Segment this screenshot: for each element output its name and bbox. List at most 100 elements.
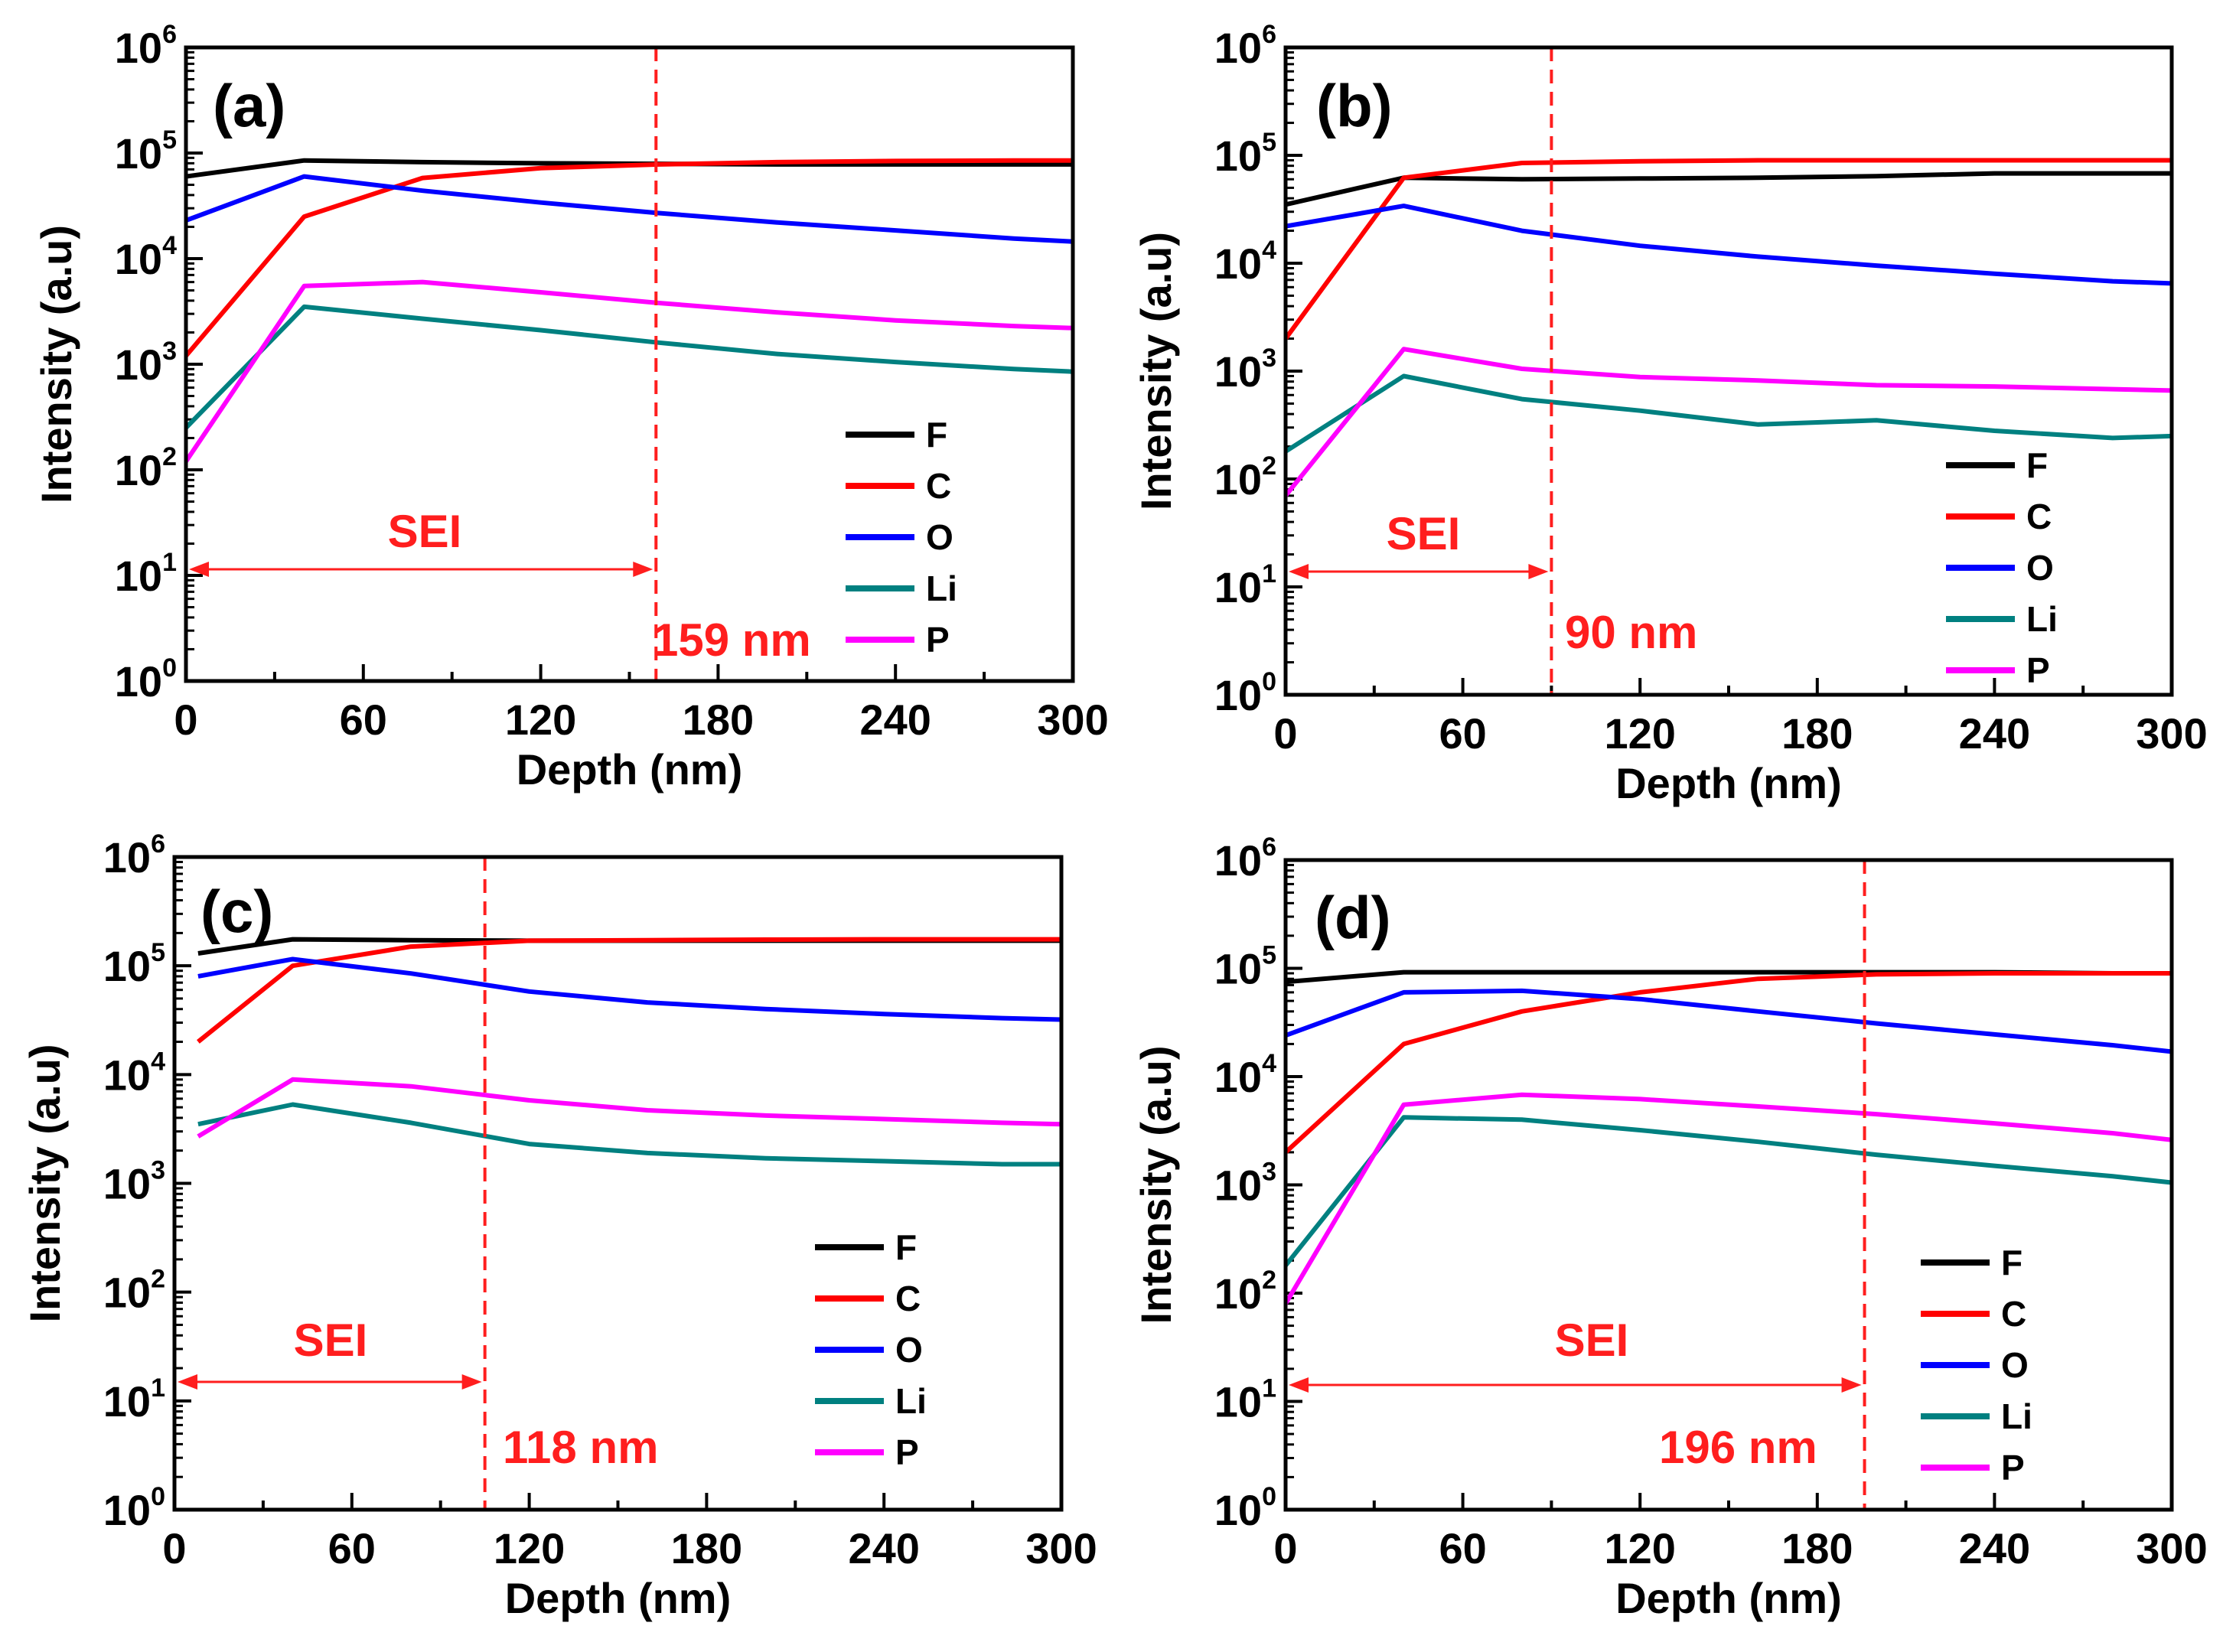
y-tick-label: 105 xyxy=(115,125,177,178)
sei-depth-label: 196 nm xyxy=(1659,1422,1817,1473)
x-tick-label: 180 xyxy=(671,1524,742,1572)
y-tick-label: 102 xyxy=(103,1265,165,1317)
y-tick-label: 105 xyxy=(1214,941,1276,993)
x-axis-title: Depth (nm) xyxy=(1615,1574,1842,1622)
x-tick-label: 60 xyxy=(1439,709,1486,758)
y-tick-label: 101 xyxy=(1214,559,1276,611)
sei-label: SEI xyxy=(294,1315,368,1366)
y-tick-label: 106 xyxy=(1214,20,1276,72)
sei-label: SEI xyxy=(388,506,462,557)
y-tick-label: 103 xyxy=(115,337,177,389)
chart-panel-3: 0 60 120 180 240 300 100 101 102 103 104 105 106 Dept… xyxy=(1132,833,2208,1622)
y-axis-title: Intensity (a.u) xyxy=(32,225,80,503)
x-tick-label: 300 xyxy=(2136,709,2207,758)
x-tick-label: 180 xyxy=(683,696,754,744)
y-tick-label: 104 xyxy=(1214,236,1276,288)
x-tick-label: 0 xyxy=(162,1524,186,1572)
x-tick-label: 240 xyxy=(848,1524,919,1572)
y-axis-title: Intensity (a.u) xyxy=(21,1044,69,1322)
legend-label-C: C xyxy=(926,466,951,506)
x-tick-label: 300 xyxy=(1037,696,1108,744)
series-line-P xyxy=(1286,1092,2172,1305)
legend: FCO Li P xyxy=(1921,1243,2032,1487)
sei-arrow-head-right xyxy=(461,1374,482,1390)
y-tick-label: 103 xyxy=(1214,1158,1276,1210)
sei-arrow-head-right xyxy=(633,562,654,577)
y-tick-label: 102 xyxy=(115,442,177,494)
plot-frame xyxy=(1283,45,2174,697)
legend-label-O: O xyxy=(2026,548,2054,588)
legend-label-C: C xyxy=(895,1279,921,1318)
sei-arrow-head-left xyxy=(1289,1377,1309,1393)
series-line-P xyxy=(1286,347,2172,497)
chart-panel-0: 0 60 120 180 240 300 100 101 102 103 104 105 106 Dept… xyxy=(32,20,1109,793)
y-tick-label: 100 xyxy=(1214,1482,1276,1534)
sei-arrow-head-left xyxy=(1289,564,1309,579)
y-tick-label: 106 xyxy=(1214,833,1276,885)
series-line-P xyxy=(186,279,1073,463)
legend-label-O: O xyxy=(895,1330,923,1370)
y-tick-label: 106 xyxy=(115,20,177,72)
legend-label-O: O xyxy=(2001,1345,2029,1385)
y-tick-label: 104 xyxy=(115,231,177,283)
legend-label-C: C xyxy=(2001,1294,2026,1334)
x-tick-label: 240 xyxy=(859,696,931,744)
legend-label-P: P xyxy=(895,1432,919,1472)
sei-arrow-head-right xyxy=(1841,1377,1862,1393)
y-tick-label: 106 xyxy=(103,829,165,881)
y-axis-title: Intensity (a.u) xyxy=(1132,232,1180,510)
plot-frame xyxy=(1283,858,2174,1512)
series-line-O xyxy=(1286,988,2172,1054)
y-axis-title: Intensity (a.u) xyxy=(1132,1045,1180,1324)
series-line-C xyxy=(1286,158,2172,341)
sei-depth-label: 90 nm xyxy=(1565,607,1697,658)
y-tick-label: 102 xyxy=(1214,1266,1276,1318)
sei-arrow-head-left xyxy=(189,562,209,577)
x-tick-label: 300 xyxy=(2136,1524,2207,1572)
sei-depth-label: 159 nm xyxy=(653,614,811,666)
x-tick-label: 120 xyxy=(1604,709,1675,758)
series-line-Li xyxy=(197,1102,1061,1167)
sei-label: SEI xyxy=(1555,1315,1629,1366)
series-line-P xyxy=(197,1077,1061,1139)
x-tick-label: 0 xyxy=(1273,1524,1297,1572)
x-tick-label: 240 xyxy=(1959,709,2030,758)
chart-panel-2: 0 60 120 180 240 300 100 101 102 103 104 105 106 Dept… xyxy=(21,829,1097,1622)
series-line-O xyxy=(186,174,1073,244)
x-axis-title: Depth (nm) xyxy=(505,1574,732,1622)
series-line-Li xyxy=(186,304,1073,430)
series-line-O xyxy=(197,956,1061,1022)
sei-label: SEI xyxy=(1387,508,1461,559)
y-tick-label: 101 xyxy=(115,548,177,600)
panel-label: (b) xyxy=(1316,72,1393,139)
series-line-O xyxy=(1286,204,2172,286)
legend-label-Li: Li xyxy=(895,1381,927,1421)
legend-label-F: F xyxy=(895,1227,917,1267)
sei-arrow-head-left xyxy=(178,1374,197,1390)
x-tick-label: 60 xyxy=(328,1524,376,1572)
legend-label-Li: Li xyxy=(2026,599,2058,639)
x-tick-label: 120 xyxy=(494,1524,565,1572)
y-tick-label: 105 xyxy=(1214,128,1276,180)
x-tick-label: 120 xyxy=(1604,1524,1675,1572)
sei-depth-label: 118 nm xyxy=(503,1422,658,1473)
x-tick-label: 300 xyxy=(1025,1524,1097,1572)
y-tick-label: 104 xyxy=(103,1047,165,1099)
y-tick-label: 104 xyxy=(1214,1049,1276,1101)
x-tick-label: 180 xyxy=(1781,1524,1853,1572)
y-tick-label: 103 xyxy=(1214,344,1276,396)
legend-label-O: O xyxy=(926,517,953,557)
y-tick-label: 100 xyxy=(1214,667,1276,719)
series-line-Li xyxy=(1286,373,2172,454)
x-tick-label: 240 xyxy=(1959,1524,2030,1572)
x-tick-label: 120 xyxy=(505,696,576,744)
x-tick-label: 180 xyxy=(1781,709,1853,758)
x-tick-label: 0 xyxy=(174,696,197,744)
series-group xyxy=(186,158,1073,463)
x-tick-label: 60 xyxy=(1439,1524,1486,1572)
y-tick-label: 102 xyxy=(1214,451,1276,503)
x-tick-label: 0 xyxy=(1273,709,1297,758)
x-tick-label: 60 xyxy=(340,696,387,744)
